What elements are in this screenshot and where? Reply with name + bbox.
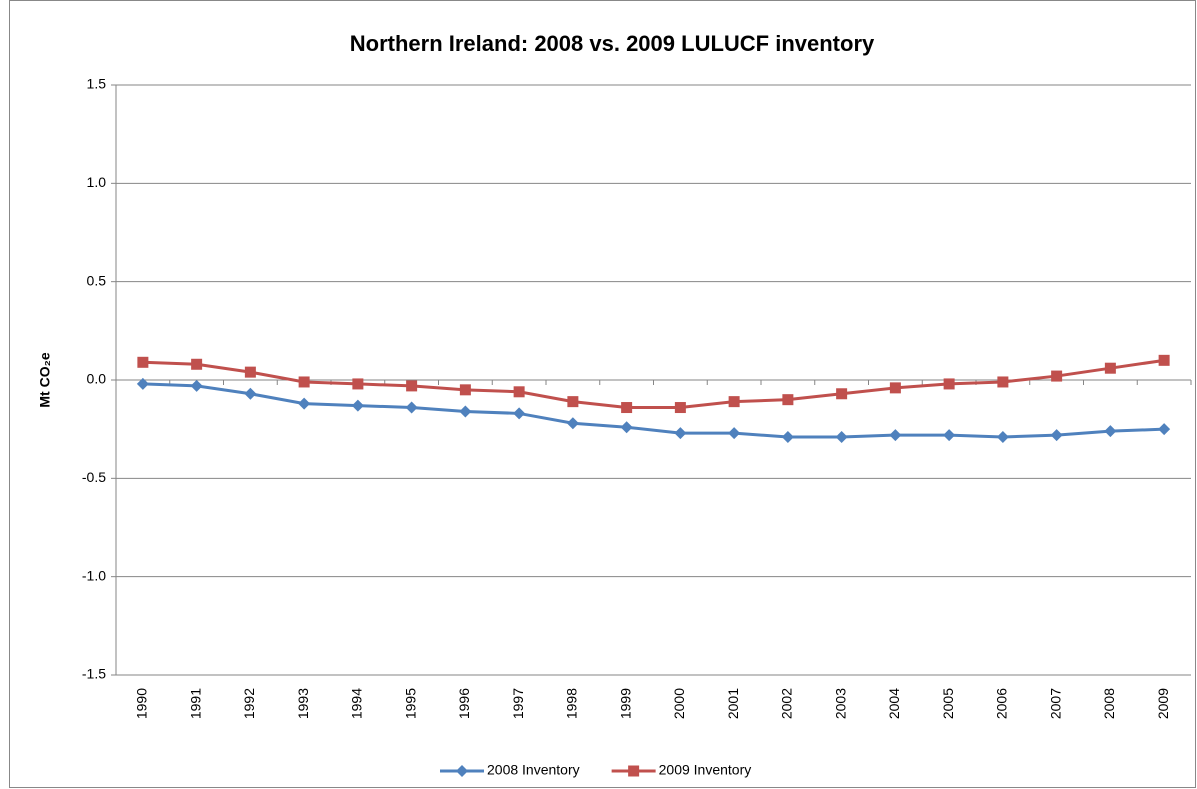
x-tick-label: 2003 bbox=[832, 688, 848, 719]
marker bbox=[1104, 362, 1116, 374]
marker bbox=[567, 396, 579, 408]
marker bbox=[889, 382, 901, 394]
y-tick-label: -0.5 bbox=[82, 469, 106, 485]
x-tick-label: 2001 bbox=[725, 688, 741, 719]
y-tick-label: -1.5 bbox=[82, 666, 106, 682]
marker bbox=[1051, 370, 1063, 382]
marker bbox=[513, 407, 526, 420]
marker bbox=[405, 401, 418, 414]
marker bbox=[459, 384, 471, 396]
x-tick-label: 1997 bbox=[510, 688, 526, 719]
x-tick-label: 1992 bbox=[241, 688, 257, 719]
x-tick-label: 2005 bbox=[940, 688, 956, 719]
marker bbox=[628, 765, 640, 777]
marker bbox=[782, 394, 794, 406]
marker bbox=[191, 358, 203, 370]
x-tick-label: 2004 bbox=[886, 688, 902, 719]
marker bbox=[943, 429, 956, 442]
marker bbox=[1158, 354, 1170, 366]
marker bbox=[244, 366, 256, 378]
y-axis-label: Mt CO₂e bbox=[37, 352, 53, 407]
marker bbox=[1104, 425, 1117, 438]
marker bbox=[1050, 429, 1063, 442]
marker bbox=[459, 405, 472, 418]
marker bbox=[244, 387, 257, 400]
marker bbox=[674, 402, 686, 414]
marker bbox=[836, 388, 848, 400]
x-tick-label: 1999 bbox=[617, 688, 633, 719]
chart-border bbox=[9, 0, 1196, 788]
marker bbox=[1158, 423, 1171, 436]
marker bbox=[781, 431, 794, 444]
marker bbox=[997, 376, 1009, 388]
x-tick-label: 1993 bbox=[295, 688, 311, 719]
series-line bbox=[142, 358, 1165, 410]
y-tick-label: 1.0 bbox=[87, 174, 107, 190]
x-tick-label: 1998 bbox=[564, 688, 580, 719]
marker bbox=[996, 431, 1009, 444]
series-line bbox=[142, 382, 1165, 439]
marker bbox=[351, 399, 364, 412]
marker bbox=[620, 421, 633, 434]
x-tick-label: 2006 bbox=[994, 688, 1010, 719]
y-tick-label: -1.0 bbox=[82, 567, 106, 583]
marker bbox=[728, 427, 741, 440]
y-tick-label: 1.5 bbox=[87, 76, 107, 92]
y-tick-label: 0.0 bbox=[87, 371, 107, 387]
marker bbox=[352, 378, 364, 390]
x-tick-label: 1994 bbox=[349, 688, 365, 719]
x-tick-label: 1996 bbox=[456, 688, 472, 719]
marker bbox=[456, 765, 468, 777]
x-tick-label: 1991 bbox=[187, 688, 203, 719]
marker bbox=[674, 427, 687, 440]
y-tick-label: 0.5 bbox=[87, 272, 107, 288]
x-tick-label: 2000 bbox=[671, 688, 687, 719]
chart-title: Northern Ireland: 2008 vs. 2009 LULUCF i… bbox=[350, 31, 875, 56]
marker bbox=[137, 356, 149, 368]
marker bbox=[298, 397, 311, 410]
x-tick-label: 2002 bbox=[779, 688, 795, 719]
marker bbox=[190, 379, 203, 392]
x-tick-label: 2009 bbox=[1155, 688, 1171, 719]
marker bbox=[621, 402, 633, 414]
x-tick-label: 1990 bbox=[134, 688, 150, 719]
legend-label: 2008 Inventory bbox=[487, 762, 580, 778]
marker bbox=[835, 431, 848, 444]
marker bbox=[943, 378, 955, 390]
legend-label: 2009 Inventory bbox=[659, 762, 752, 778]
marker bbox=[889, 429, 902, 442]
x-tick-label: 1995 bbox=[402, 688, 418, 719]
marker bbox=[728, 396, 740, 408]
marker bbox=[566, 417, 579, 430]
x-tick-label: 2007 bbox=[1047, 688, 1063, 719]
x-tick-label: 2008 bbox=[1101, 688, 1117, 719]
marker bbox=[406, 380, 418, 392]
marker bbox=[298, 376, 310, 388]
marker bbox=[513, 386, 525, 398]
marker bbox=[136, 377, 149, 390]
